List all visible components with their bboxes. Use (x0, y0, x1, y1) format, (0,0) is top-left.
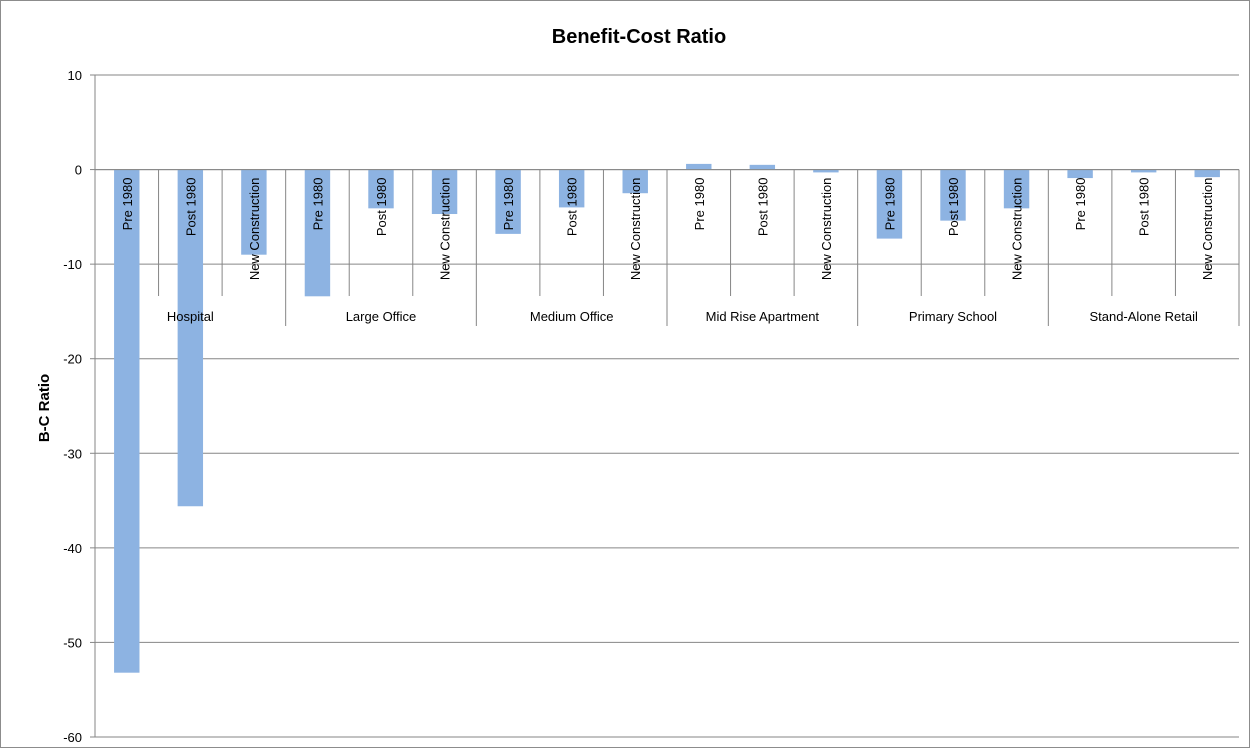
group-label: Stand-Alone Retail (1089, 309, 1198, 324)
bar (177, 169, 204, 507)
y-tick-label: -60 (63, 730, 82, 745)
category-labels: 10 0 -10 -20 -30 -40 -50 -60 Pre 1980 Post 1980 Ne… (63, 68, 1215, 745)
axes (90, 74, 1240, 738)
bar (1130, 169, 1157, 173)
group-label: Primary School (909, 309, 997, 324)
bar (622, 169, 648, 194)
group-label: Medium Office (530, 309, 614, 324)
bar (558, 169, 585, 208)
category-label: Post 1980 (1137, 178, 1152, 237)
bar (686, 163, 712, 170)
y-tick-label: 10 (68, 68, 82, 83)
group-label: Hospital (167, 309, 214, 324)
category-label: New Construction (819, 178, 834, 281)
bars (114, 163, 1220, 673)
category-label: New Construction (628, 178, 643, 281)
category-label: Pre 1980 (1073, 178, 1088, 231)
bar (749, 164, 776, 170)
y-axis-label: B-C Ratio (36, 374, 53, 442)
bar (813, 169, 839, 173)
bar (241, 169, 267, 255)
y-tick-label: -40 (63, 541, 82, 556)
category-label: Pre 1980 (692, 178, 707, 231)
y-tick-label: -50 (63, 635, 82, 650)
category-label: New Construction (1010, 178, 1025, 281)
category-label: Pre 1980 (501, 178, 516, 231)
bar (304, 169, 331, 297)
category-label: Pre 1980 (882, 178, 897, 231)
group-label: Large Office (346, 309, 417, 324)
y-tick-label: 0 (75, 163, 82, 178)
group-label: Mid Rise Apartment (706, 309, 820, 324)
category-label: Post 1980 (374, 178, 389, 237)
bar (940, 169, 966, 221)
bar (114, 169, 140, 673)
category-label: Post 1980 (565, 178, 580, 237)
category-label: New Construction (1200, 178, 1215, 281)
bar (495, 169, 521, 234)
y-tick-label: -20 (63, 352, 82, 367)
bar (1194, 169, 1220, 178)
category-label: Pre 1980 (310, 178, 325, 231)
bar (876, 169, 903, 239)
bar (368, 169, 394, 209)
category-label: Post 1980 (946, 178, 961, 237)
bar (1067, 169, 1093, 179)
category-label: Post 1980 (755, 178, 770, 237)
category-label: New Construction (247, 178, 262, 281)
chart-title: Benefit-Cost Ratio (552, 26, 726, 48)
category-label: Pre 1980 (120, 178, 135, 231)
y-tick-label: -30 (63, 446, 82, 461)
y-tick-label: -10 (63, 257, 82, 272)
bar (431, 169, 458, 215)
category-label: Post 1980 (183, 178, 198, 237)
category-label: New Construction (438, 178, 453, 281)
bar (1003, 169, 1030, 209)
